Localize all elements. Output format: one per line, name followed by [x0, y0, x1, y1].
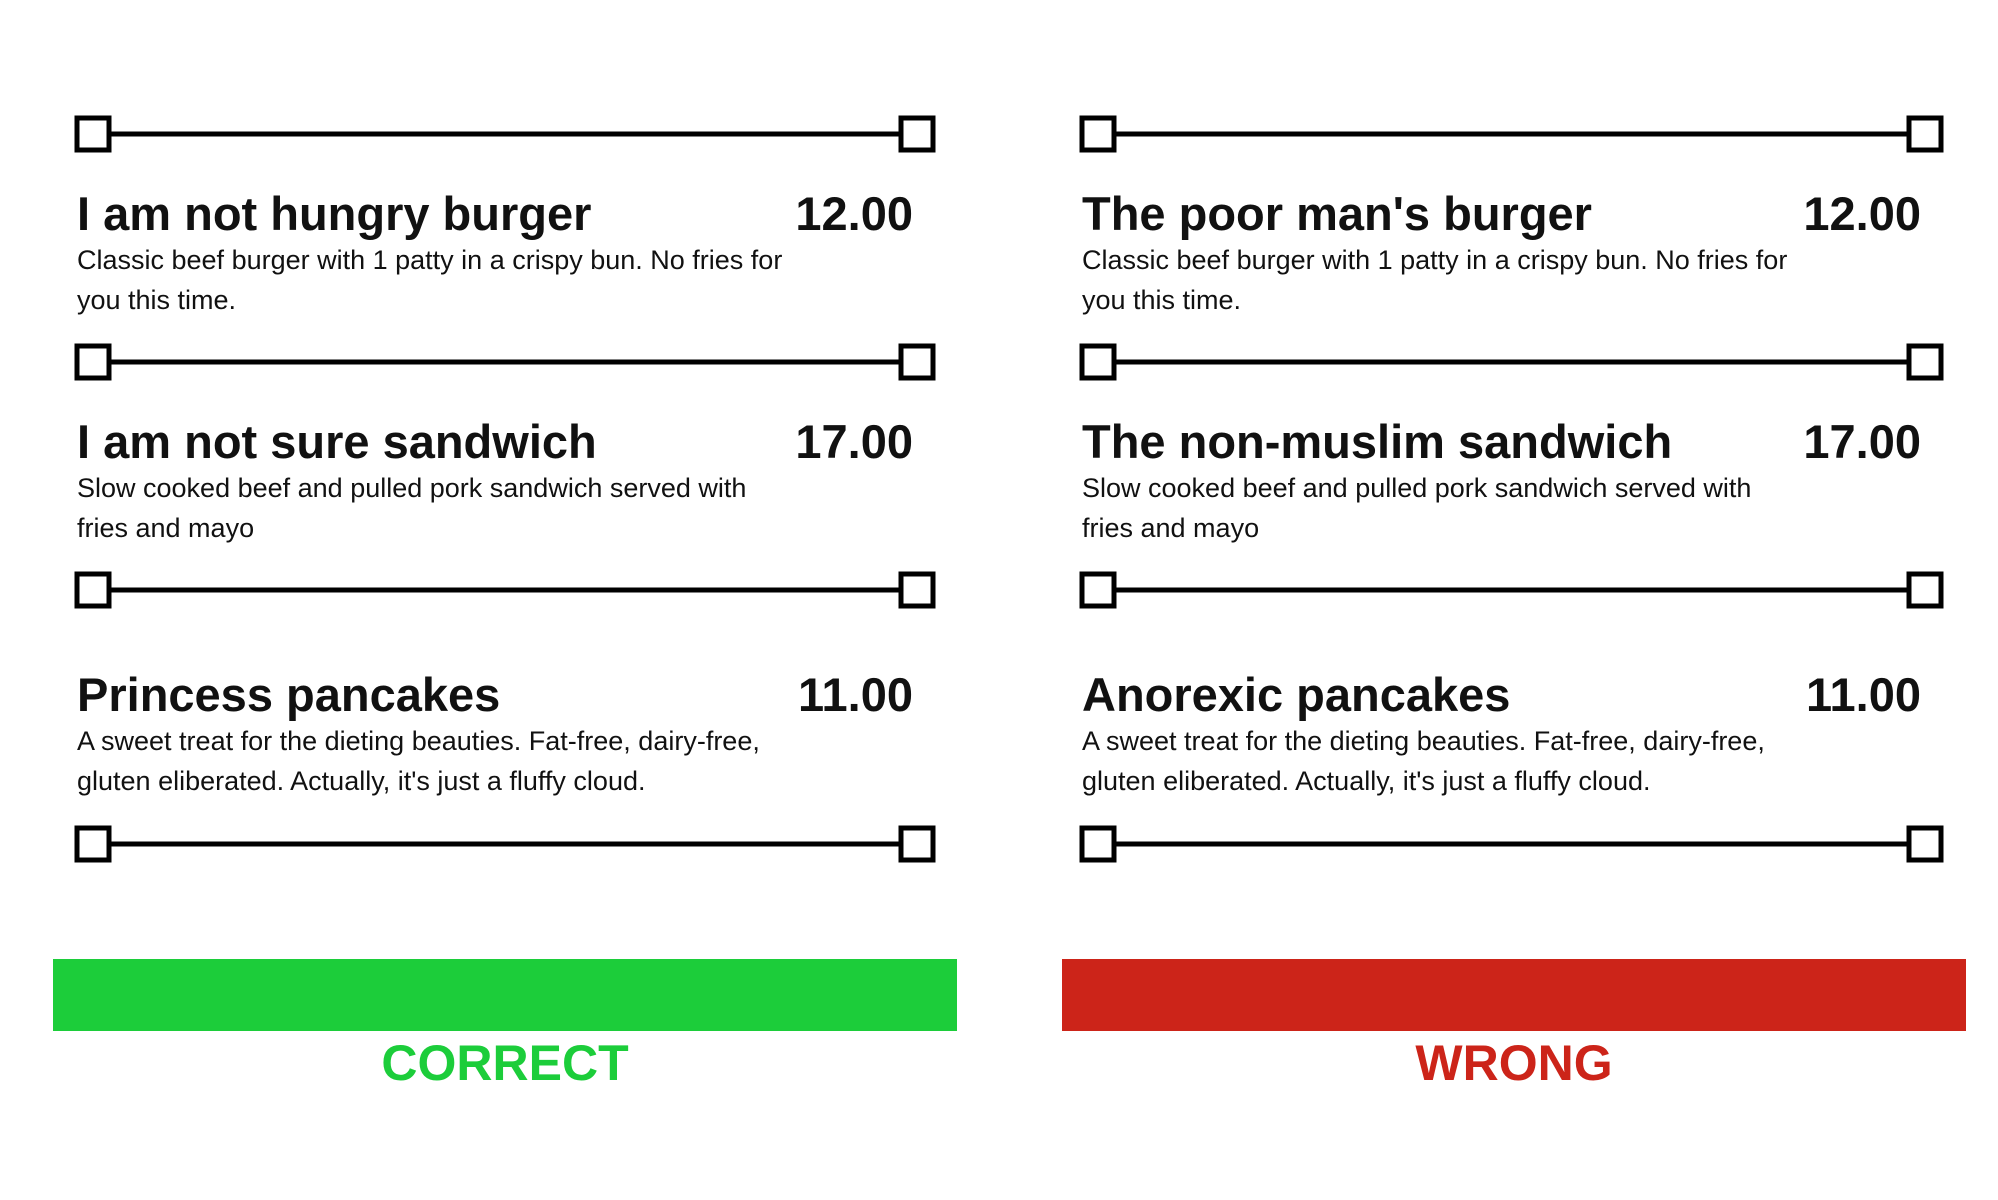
item-price: 11.00 [1805, 668, 1921, 721]
item-description: Slow cooked beef and pulled pork sandwic… [1082, 473, 1752, 543]
item-description: Classic beef burger with 1 patty in a cr… [77, 245, 783, 315]
item-name: I am not sure sandwich [77, 415, 597, 468]
divider-square [1906, 825, 1944, 863]
divider-square [898, 115, 936, 153]
divider-square [898, 571, 936, 609]
item-price: 11.00 [797, 668, 913, 721]
divider-square [1906, 571, 1944, 609]
verdict-bar [1062, 959, 1966, 1031]
divider-square [1079, 115, 1117, 153]
item-name: The poor man's burger [1082, 187, 1592, 240]
item-description: A sweet treat for the dieting beauties. … [77, 726, 760, 796]
verdict-bar [53, 959, 957, 1031]
item-price: 17.00 [795, 415, 913, 468]
item-description: A sweet treat for the dieting beauties. … [1082, 726, 1765, 796]
divider-square [1079, 571, 1117, 609]
divider-square [74, 571, 112, 609]
verdict-label: WRONG [1415, 1035, 1613, 1091]
item-description: Slow cooked beef and pulled pork sandwic… [77, 473, 747, 543]
item-name: I am not hungry burger [77, 187, 592, 240]
divider-square [898, 343, 936, 381]
divider-square [1906, 343, 1944, 381]
divider-square [1906, 115, 1944, 153]
item-price: 12.00 [1803, 187, 1921, 240]
divider-square [74, 115, 112, 153]
item-name: The non-muslim sandwich [1082, 415, 1673, 468]
item-price: 12.00 [795, 187, 913, 240]
item-price: 17.00 [1803, 415, 1921, 468]
divider-square [1079, 825, 1117, 863]
verdict-label: CORRECT [381, 1035, 629, 1091]
item-description: Classic beef burger with 1 patty in a cr… [1082, 245, 1788, 315]
item-name: Anorexic pancakes [1082, 668, 1511, 721]
divider-square [898, 825, 936, 863]
divider-square [1079, 343, 1117, 381]
divider-square [74, 825, 112, 863]
divider-square [74, 343, 112, 381]
item-name: Princess pancakes [77, 668, 501, 721]
